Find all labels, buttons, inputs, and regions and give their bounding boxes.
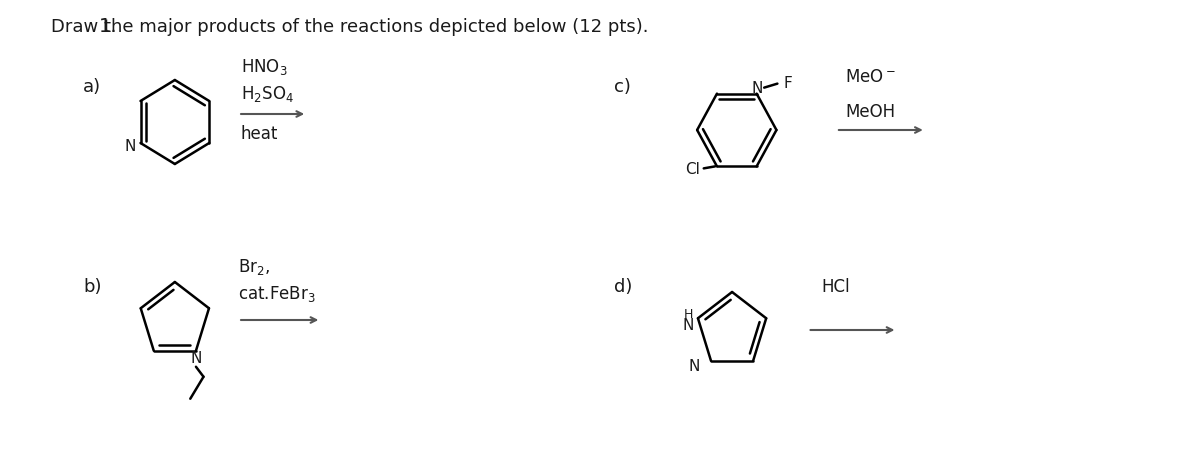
Text: heat: heat [241, 125, 279, 143]
Text: cat.FeBr$_3$: cat.FeBr$_3$ [238, 284, 316, 304]
Text: c): c) [614, 78, 631, 96]
Text: HNO$_3$: HNO$_3$ [241, 57, 287, 77]
Text: N: N [688, 359, 700, 374]
Text: F: F [783, 76, 791, 91]
Text: HCl: HCl [821, 278, 850, 296]
Text: Cl: Cl [685, 162, 700, 177]
Text: b): b) [83, 278, 101, 296]
Text: 1.: 1. [99, 17, 118, 36]
Text: H: H [684, 308, 694, 321]
Text: N: N [752, 81, 763, 96]
Text: Br$_2$,: Br$_2$, [238, 257, 271, 277]
Text: MeO$^-$: MeO$^-$ [845, 68, 896, 86]
Text: a): a) [83, 78, 101, 96]
Text: H$_2$SO$_4$: H$_2$SO$_4$ [241, 84, 294, 104]
Text: Draw the major products of the reactions depicted below (12 pts).: Draw the major products of the reactions… [51, 18, 648, 36]
Text: N: N [191, 351, 201, 366]
Text: N: N [124, 140, 136, 154]
Text: d): d) [614, 278, 633, 296]
Text: MeOH: MeOH [845, 103, 895, 121]
Text: N: N [683, 318, 694, 333]
